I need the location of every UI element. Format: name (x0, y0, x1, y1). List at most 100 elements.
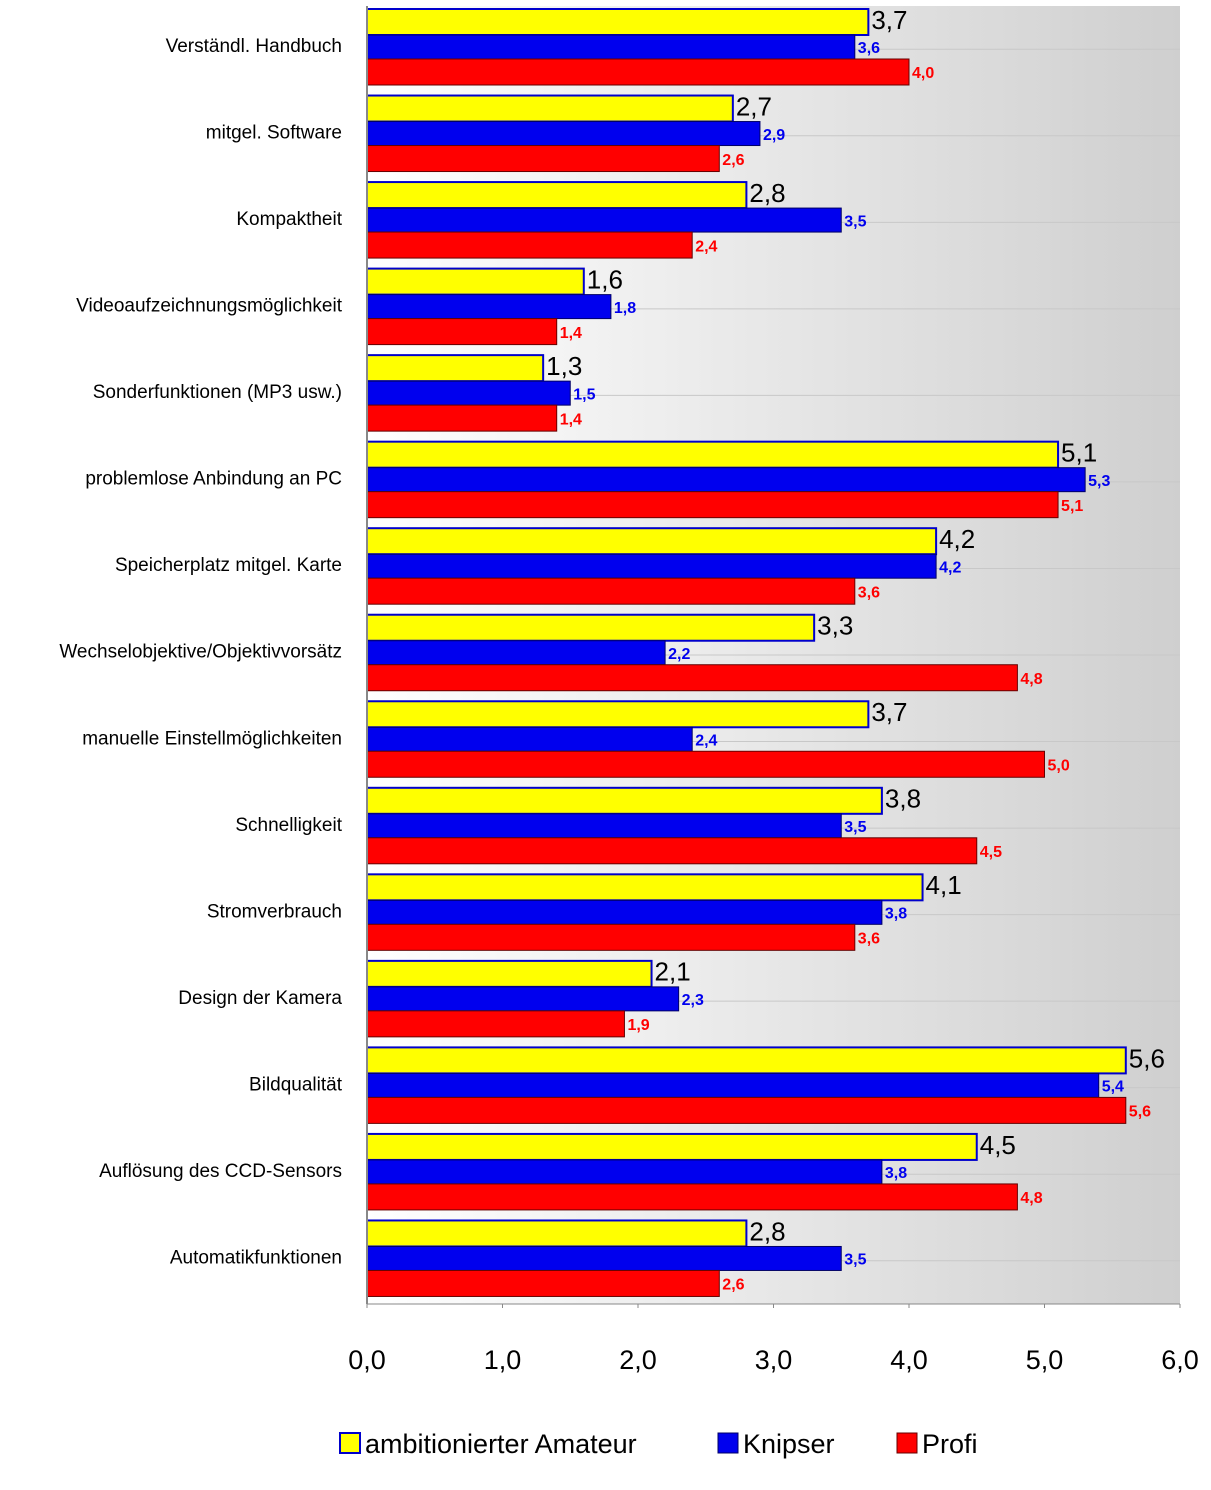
bar (366, 1046, 1127, 1075)
bar (366, 959, 653, 988)
data-label: 3,6 (858, 931, 880, 948)
data-label: 2,8 (749, 178, 785, 208)
bar (366, 267, 585, 296)
y-tick-label: Verständl. Handbuch (166, 36, 342, 57)
data-label: 5,6 (1129, 1104, 1151, 1121)
y-tick-label: Sonderfunktionen (MP3 usw.) (93, 382, 342, 403)
data-label: 5,1 (1061, 498, 1083, 515)
data-label: 3,5 (844, 213, 866, 230)
bar (366, 354, 545, 383)
bar (366, 1010, 625, 1038)
data-label: 1,8 (614, 300, 636, 317)
legend-swatch (896, 1432, 918, 1454)
bar (366, 700, 870, 729)
bar (366, 491, 1059, 519)
y-tick-label: Automatikfunktionen (170, 1247, 342, 1268)
bar (366, 813, 842, 839)
bar (366, 1269, 720, 1297)
bar (366, 664, 1018, 692)
bar (366, 1219, 748, 1248)
data-label: 1,4 (560, 325, 582, 342)
x-tick-label: 6,0 (1161, 1345, 1199, 1375)
y-tick-label: Auflösung des CCD-Sensors (99, 1161, 342, 1182)
bar (366, 440, 1060, 469)
bar (366, 923, 856, 951)
bar (366, 899, 883, 925)
y-tick-label: Schnelligkeit (235, 815, 342, 836)
bar (366, 640, 666, 666)
data-label: 2,9 (763, 127, 785, 144)
x-tick-label: 1,0 (484, 1345, 522, 1375)
y-tick-label: Kompaktheit (236, 209, 342, 230)
y-tick-label: Design der Kamera (178, 988, 342, 1009)
data-label: 1,4 (560, 411, 582, 428)
x-tick-label: 4,0 (890, 1345, 928, 1375)
bar (366, 181, 748, 210)
data-label: 5,0 (1048, 757, 1070, 774)
legend-swatch (339, 1432, 361, 1454)
y-tick-label: problemlose Anbindung an PC (85, 469, 342, 490)
bar (366, 1132, 978, 1161)
bar (366, 750, 1045, 778)
bar (366, 837, 978, 865)
x-tick-label: 5,0 (1026, 1345, 1064, 1375)
bar (366, 613, 816, 642)
bar (366, 145, 720, 173)
bar (366, 34, 856, 60)
x-tick-label: 2,0 (619, 1345, 657, 1375)
data-label: 3,5 (844, 819, 866, 836)
data-label: 3,5 (844, 1252, 866, 1269)
y-tick-label: Bildqualität (249, 1074, 343, 1095)
y-tick-label: Videoaufzeichnungsmöglichkeit (76, 296, 343, 317)
data-label: 3,8 (885, 906, 907, 923)
bar (366, 1245, 842, 1271)
data-label: 4,1 (926, 870, 962, 900)
data-label: 1,5 (573, 386, 595, 403)
bar (366, 527, 938, 556)
data-label: 3,6 (858, 584, 880, 601)
data-label: 3,8 (885, 784, 921, 814)
y-tick-label: Stromverbrauch (207, 901, 342, 922)
bar (366, 1183, 1018, 1211)
data-label: 3,7 (871, 5, 907, 35)
data-label: 2,4 (695, 238, 717, 255)
data-label: 3,3 (817, 611, 853, 641)
data-label: 4,2 (939, 559, 961, 576)
y-tick-label: mitgel. Software (206, 123, 342, 144)
data-label: 4,2 (939, 524, 975, 554)
bar (366, 786, 883, 815)
data-label: 2,1 (655, 957, 691, 987)
data-label: 4,8 (1020, 1190, 1042, 1207)
data-label: 4,5 (980, 844, 1002, 861)
data-label: 1,6 (587, 264, 623, 294)
bar (366, 1159, 883, 1185)
data-label: 2,8 (749, 1216, 785, 1246)
legend-label: Knipser (743, 1429, 835, 1459)
data-label: 2,6 (722, 152, 744, 169)
data-label: 2,7 (736, 91, 772, 121)
bar (366, 94, 734, 123)
data-label: 2,4 (695, 732, 717, 749)
bar (366, 726, 693, 752)
data-label: 2,3 (682, 992, 704, 1009)
bar (366, 404, 558, 432)
bar (366, 467, 1086, 493)
bar (366, 231, 693, 259)
data-label: 3,6 (858, 40, 880, 57)
y-tick-label: Speicherplatz mitgel. Karte (115, 555, 342, 576)
bar (366, 553, 937, 579)
x-tick-label: 3,0 (755, 1345, 793, 1375)
data-label: 2,6 (722, 1277, 744, 1294)
bar (366, 318, 558, 346)
bar (366, 294, 612, 320)
data-label: 4,8 (1020, 671, 1042, 688)
bar (366, 8, 870, 36)
bar (366, 58, 910, 86)
data-label: 1,3 (546, 351, 582, 381)
data-label: 1,9 (627, 1017, 649, 1034)
legend-swatch (717, 1432, 739, 1454)
bar (366, 986, 680, 1012)
y-tick-label: manuelle Einstellmöglichkeiten (82, 728, 342, 749)
